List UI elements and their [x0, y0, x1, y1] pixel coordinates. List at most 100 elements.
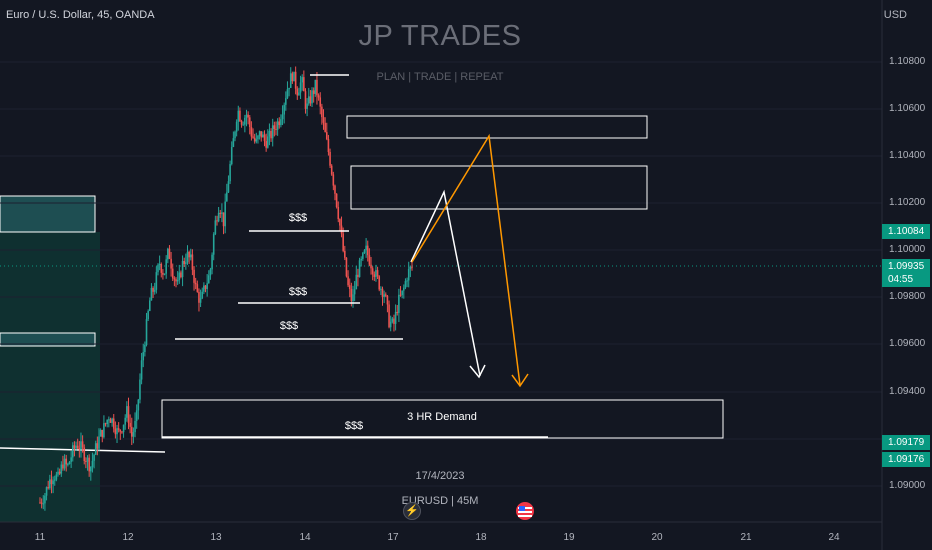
candle-body	[409, 266, 412, 270]
candle-body	[68, 461, 71, 465]
candle-body	[376, 270, 379, 277]
candle-body	[293, 71, 295, 82]
candle-body	[224, 201, 226, 227]
projection-path-white[interactable]	[410, 189, 481, 377]
candle-body	[188, 251, 190, 258]
price-label: 1.10400	[889, 150, 926, 161]
us-flag-icon[interactable]	[516, 502, 534, 520]
candle-body	[401, 290, 403, 296]
candle-body	[262, 134, 264, 138]
candle-body	[229, 164, 231, 182]
watermark-symbol: EURUSD | 45M	[401, 495, 479, 507]
candle-body	[78, 448, 81, 450]
candle-body	[289, 73, 292, 88]
candle-body	[98, 436, 100, 449]
candle-body	[404, 281, 407, 288]
candle-body	[129, 422, 131, 427]
candle-body	[153, 289, 156, 292]
candle-body	[271, 125, 274, 139]
candle-body	[307, 96, 310, 104]
price-label: 1.09000	[889, 480, 926, 491]
time-label: 12	[122, 532, 134, 543]
candle-body	[378, 276, 381, 290]
candle-body	[394, 311, 397, 324]
candle-body	[406, 280, 408, 282]
time-label: 21	[740, 532, 752, 543]
candle-body	[252, 136, 254, 138]
price-label: 1.10600	[889, 103, 926, 114]
candle-body	[240, 121, 243, 125]
lightning-icon[interactable]: ⚡	[403, 502, 421, 520]
price-label: 1.09400	[889, 386, 926, 397]
candle-body	[171, 268, 174, 279]
candle-body	[83, 447, 86, 462]
candle-body	[45, 487, 48, 496]
candle-body	[90, 466, 92, 472]
candle-body	[170, 258, 172, 269]
bar-countdown: 04:55	[888, 274, 914, 285]
candle-body	[288, 87, 290, 90]
candle-body	[160, 263, 163, 273]
candle-body	[278, 121, 281, 126]
candle-body	[311, 90, 313, 104]
candle-body	[329, 151, 331, 166]
candle-body	[381, 288, 384, 297]
candle-body	[312, 90, 315, 94]
time-label: 17	[387, 532, 399, 543]
candle-body	[239, 110, 241, 122]
supply-zone-upper-box[interactable]	[346, 115, 648, 139]
candle-body	[39, 502, 41, 504]
projection-path-orange[interactable]	[411, 133, 521, 386]
candle-body	[285, 98, 287, 105]
candle-body	[116, 428, 118, 435]
candle-body	[335, 193, 338, 207]
candle-body	[194, 282, 197, 285]
candle-body	[103, 423, 105, 438]
candle-body	[186, 251, 189, 263]
candle-body	[214, 220, 217, 235]
candle-body	[337, 206, 340, 220]
time-label: 24	[828, 532, 840, 543]
candle-body	[122, 424, 125, 433]
drawings[interactable]	[161, 74, 724, 439]
projection-arrow-orange-icon	[511, 373, 529, 388]
candle-body	[339, 219, 341, 226]
candle-body	[234, 131, 236, 139]
candle-body	[344, 250, 346, 258]
candle-body	[206, 283, 208, 289]
candle-body	[76, 445, 79, 449]
symbol-title[interactable]: Euro / U.S. Dollar, 45, OANDA	[6, 9, 155, 21]
candle-body	[60, 464, 63, 474]
liquidity-label-3: $$$	[279, 320, 299, 332]
candle-body	[317, 95, 320, 98]
watermark-tagline: PLAN | TRADE | REPEAT	[376, 71, 504, 83]
left-shaded-region	[0, 232, 100, 522]
candle-body	[286, 89, 289, 99]
candle-body	[117, 428, 120, 430]
candle-body	[216, 220, 218, 222]
supply-zone-lower-box[interactable]	[350, 165, 648, 210]
candle-body	[201, 291, 204, 299]
candle-body	[217, 212, 220, 222]
candle-body	[163, 273, 166, 275]
liquidity-label-2: $$$	[288, 286, 308, 298]
candle-body	[248, 117, 251, 128]
candle-body	[316, 79, 318, 96]
candle-body	[247, 114, 249, 118]
candle-body	[112, 418, 115, 429]
time-label: 11	[34, 532, 46, 543]
candle-body	[75, 445, 77, 449]
candle-body	[101, 429, 104, 438]
candle-body	[352, 294, 354, 301]
demand-zone-box[interactable]	[161, 399, 724, 439]
candle-body	[306, 103, 308, 109]
left-zone-lower[interactable]	[0, 332, 96, 347]
left-zone-upper[interactable]	[0, 195, 96, 233]
candle-body	[273, 125, 276, 129]
candle-body	[301, 77, 304, 83]
candle-body	[360, 258, 362, 261]
candles	[39, 66, 413, 511]
candle-body	[181, 260, 184, 278]
